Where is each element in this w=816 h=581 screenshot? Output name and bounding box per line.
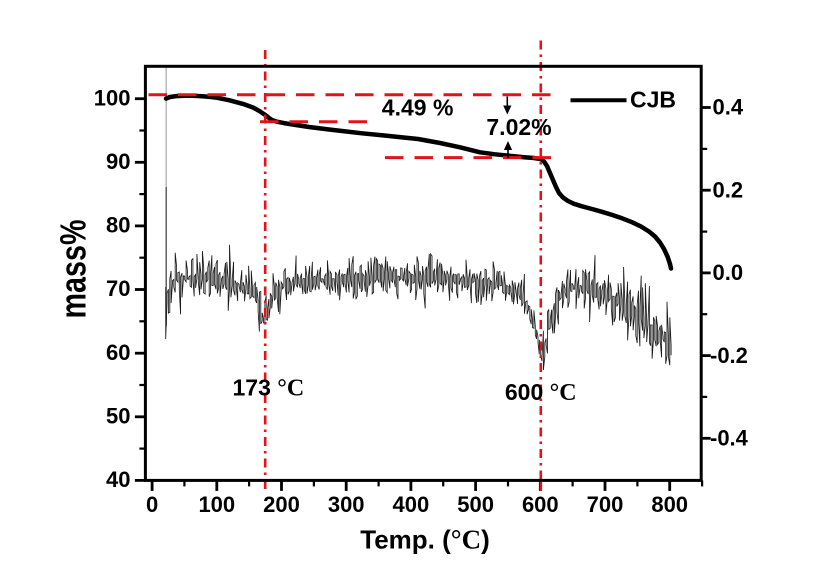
svg-text:60: 60 <box>106 340 130 365</box>
svg-text:500: 500 <box>457 492 494 517</box>
svg-text:0: 0 <box>146 492 158 517</box>
svg-text:80: 80 <box>106 213 130 238</box>
svg-text:-0.2: -0.2 <box>710 343 748 368</box>
svg-text:0.4: 0.4 <box>713 95 744 120</box>
svg-text:700: 700 <box>587 492 624 517</box>
svg-text:Temp. (°C): Temp. (°C) <box>360 525 490 555</box>
svg-text:200: 200 <box>263 492 300 517</box>
svg-text:600 °C: 600 °C <box>505 379 577 406</box>
svg-text:400: 400 <box>393 492 430 517</box>
svg-text:100: 100 <box>94 85 131 110</box>
svg-text:50: 50 <box>106 403 130 428</box>
svg-text:800: 800 <box>651 492 688 517</box>
svg-text:CJB: CJB <box>630 87 676 113</box>
svg-text:7.02%: 7.02% <box>486 114 551 140</box>
svg-text:100: 100 <box>198 492 235 517</box>
svg-text:70: 70 <box>106 276 130 301</box>
svg-text:0.2: 0.2 <box>713 177 744 202</box>
svg-text:-0.4: -0.4 <box>710 426 749 451</box>
svg-text:90: 90 <box>106 149 130 174</box>
svg-text:173 °C: 173 °C <box>233 375 305 402</box>
svg-text:600: 600 <box>522 492 559 517</box>
svg-text:0.0: 0.0 <box>713 260 744 285</box>
svg-text:300: 300 <box>328 492 365 517</box>
svg-text:mass%: mass% <box>53 220 94 319</box>
svg-text:4.49 %: 4.49 % <box>382 95 454 121</box>
svg-text:40: 40 <box>106 467 130 492</box>
